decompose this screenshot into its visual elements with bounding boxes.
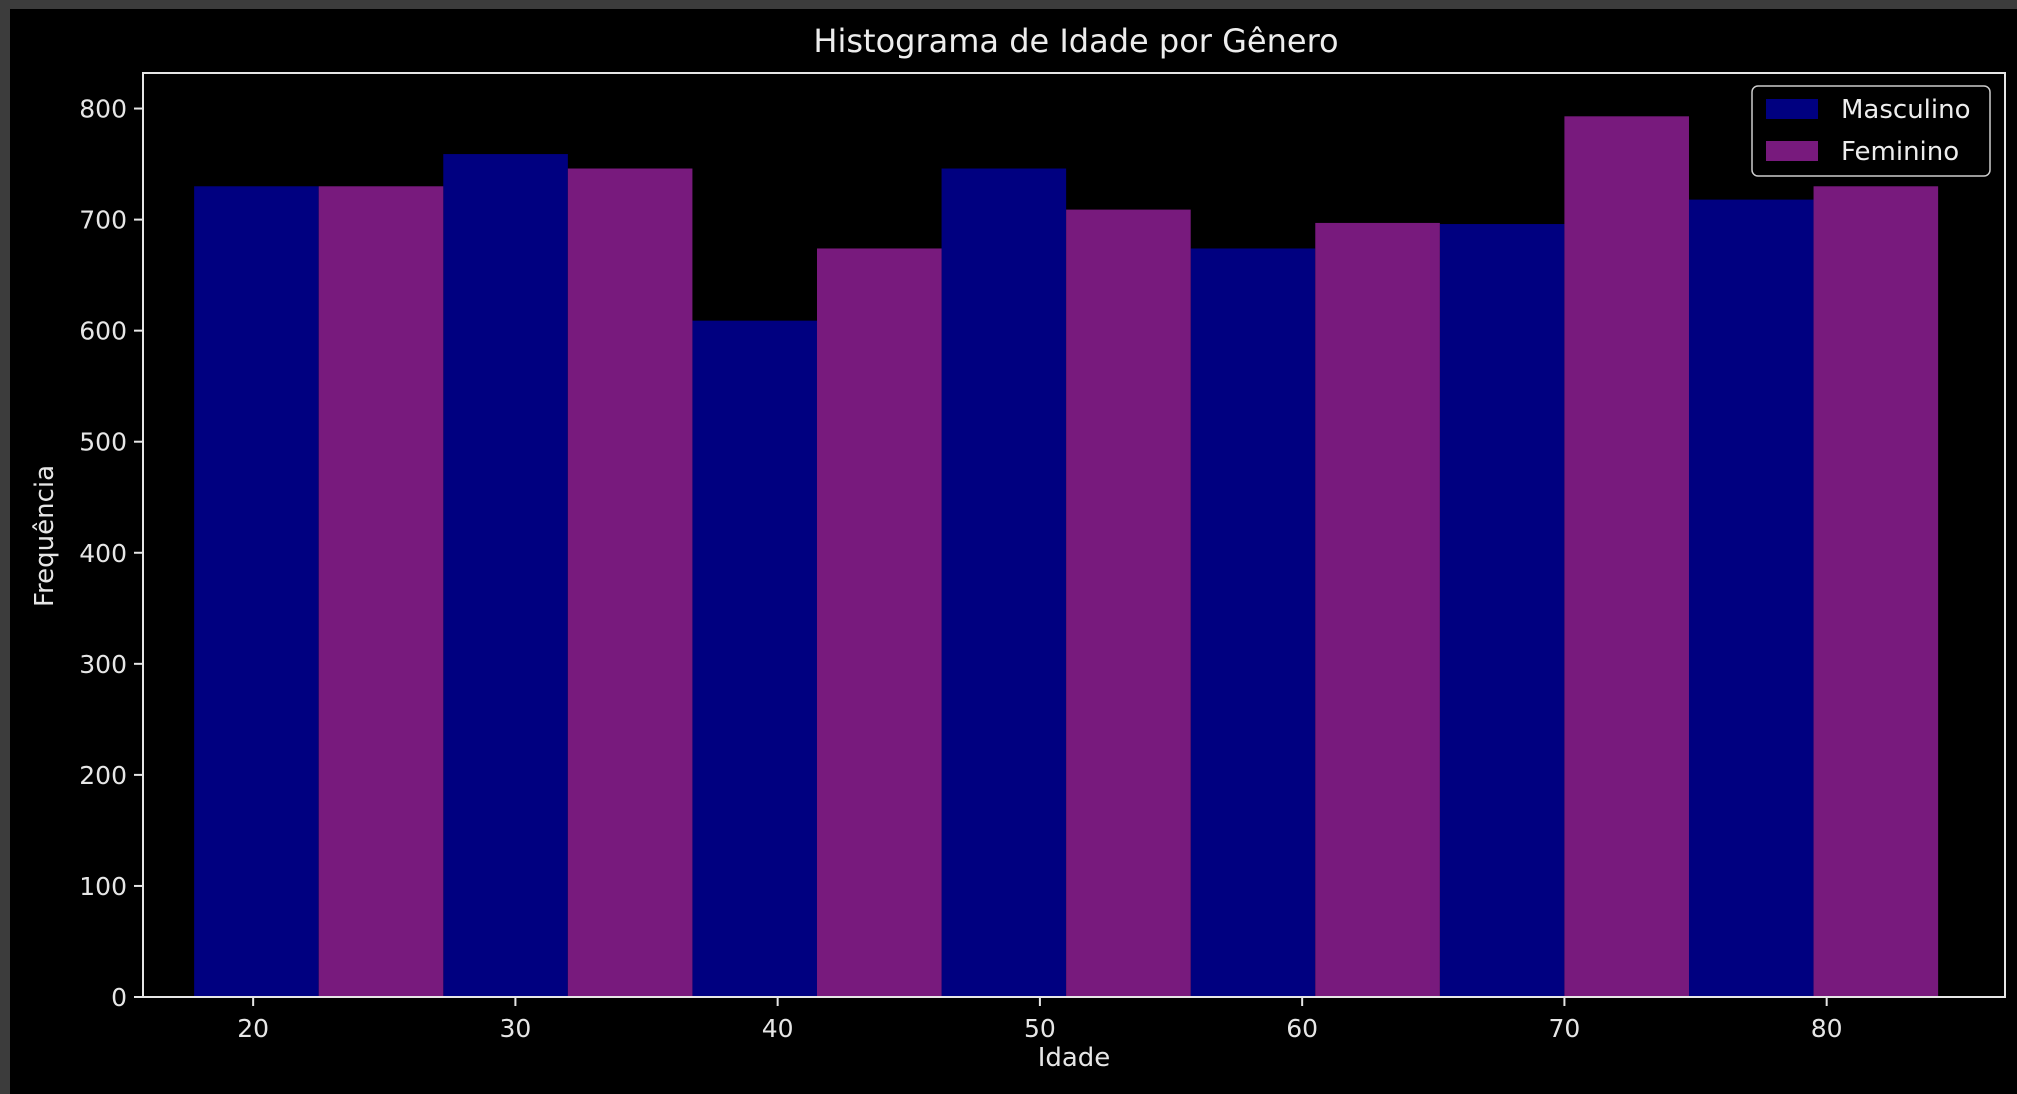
x-axis-ticks: 20 30 40 50 60 70 80 <box>237 997 1843 1043</box>
x-axis-label: Idade <box>1038 1043 1111 1073</box>
x-tick-label: 30 <box>499 1014 531 1043</box>
bar-masculino-79.5 <box>1688 199 1814 997</box>
legend-swatch-feminino <box>1766 141 1818 161</box>
x-tick-label: 60 <box>1286 1014 1318 1043</box>
bar-masculino-51 <box>941 168 1067 997</box>
bar-feminino-22.5 <box>318 186 444 998</box>
x-tick-label: 80 <box>1811 1014 1843 1043</box>
y-tick-label: 400 <box>79 539 127 568</box>
y-tick-label: 600 <box>79 317 127 346</box>
bar-masculino-60.5 <box>1190 248 1316 997</box>
y-tick-label: 200 <box>79 761 127 790</box>
bar-masculino-22.5 <box>194 186 319 998</box>
x-tick-label: 20 <box>237 1014 269 1043</box>
y-tick-label: 300 <box>79 650 127 679</box>
x-tick-label: 40 <box>762 1014 794 1043</box>
bar-feminino-51 <box>1066 209 1191 998</box>
y-tick-label: 0 <box>111 983 127 1012</box>
bar-feminino-70 <box>1564 116 1689 997</box>
bar-feminino-79.5 <box>1813 186 1939 998</box>
legend-label-feminino: Feminino <box>1841 137 1959 167</box>
y-axis-label: Frequência <box>30 465 60 607</box>
chart-figure: Histograma de Idade por Gênero 20 30 40 50 6… <box>10 9 2017 1094</box>
bar-feminino-60.5 <box>1315 222 1440 998</box>
bar-masculino-70 <box>1439 224 1565 998</box>
chart-svg: Histograma de Idade por Gênero 20 30 40 50 6… <box>30 22 2006 1073</box>
bar-feminino-32 <box>567 168 693 997</box>
y-tick-label: 500 <box>79 428 127 457</box>
x-tick-label: 70 <box>1549 1014 1581 1043</box>
bars-layer <box>194 116 1939 998</box>
legend-label-masculino: Masculino <box>1841 95 1971 125</box>
y-tick-label: 800 <box>79 95 127 124</box>
bar-feminino-41.5 <box>816 248 942 997</box>
bar-masculino-41.5 <box>692 320 817 997</box>
chart-title: Histograma de Idade por Gênero <box>813 22 1338 60</box>
legend-swatch-masculino <box>1766 99 1818 119</box>
y-tick-label: 700 <box>79 206 127 235</box>
x-tick-label: 50 <box>1024 1014 1056 1043</box>
y-tick-label: 100 <box>79 872 127 901</box>
legend: Masculino Feminino <box>1751 85 1991 177</box>
bar-masculino-32 <box>443 154 568 997</box>
y-axis-ticks: 0 100 200 300 400 500 600 700 800 <box>79 95 143 1012</box>
plot-area-frame <box>142 72 2006 998</box>
